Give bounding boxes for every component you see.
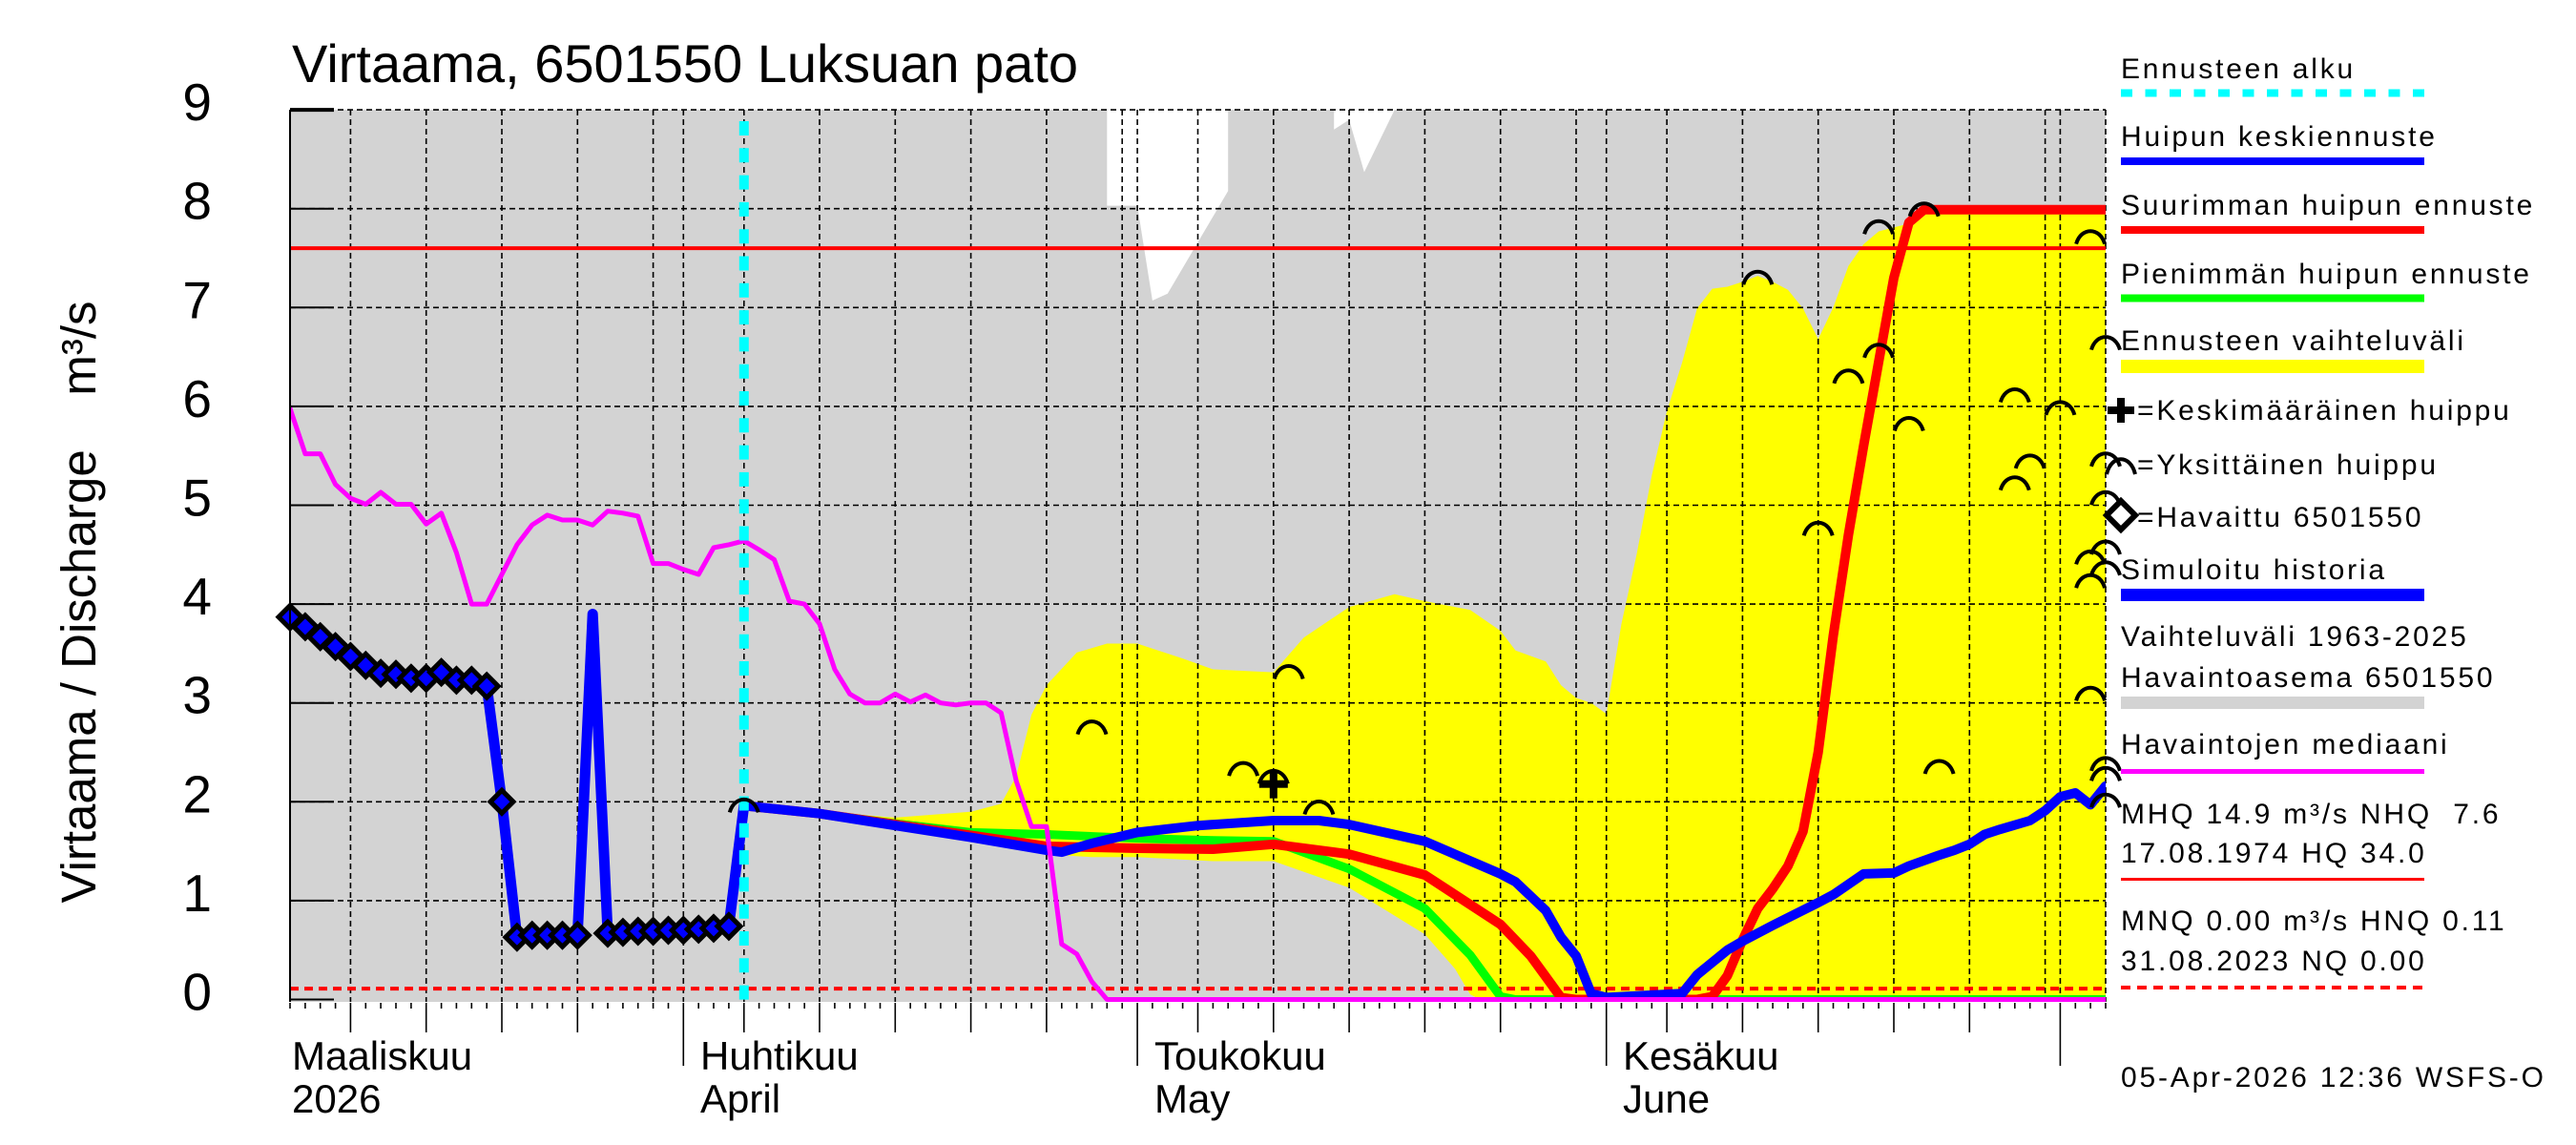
single-peak-arc-marker xyxy=(1862,219,1896,236)
legend-label-mean-peak-forecast: Huipun keskiennuste xyxy=(2121,121,2438,153)
x-month-label-fi: Maaliskuu xyxy=(292,1033,472,1078)
y-tick-label: 4 xyxy=(182,567,212,626)
x-month-label-en: April xyxy=(700,1076,780,1121)
observed-diamond-marker xyxy=(562,920,592,950)
single-peak-arc-marker xyxy=(2013,453,2046,469)
plus-icon xyxy=(2108,398,2134,423)
single-peak-arc-marker xyxy=(2089,792,2122,808)
single-peak-arc-marker xyxy=(1832,368,1865,385)
diamond-icon xyxy=(2102,496,2140,534)
single-peak-arc-marker xyxy=(1227,760,1260,777)
y-tick-label: 2 xyxy=(182,764,212,823)
single-peak-arc-marker xyxy=(2074,572,2108,589)
x-month-label-en: June xyxy=(1623,1076,1710,1121)
legend-label-historic-range: Vaihteluväli 1963-2025 xyxy=(2121,621,2469,653)
reference-lines xyxy=(290,246,2106,991)
legend-label-forecast-range: Ennusteen vaihteluväli xyxy=(2121,325,2466,357)
generated-timestamp: 05-Apr-2026 12:36 WSFS-O xyxy=(2121,1062,2546,1093)
observed-markers xyxy=(275,602,744,952)
x-month-label-en: May xyxy=(1154,1076,1230,1121)
y-tick-label: 0 xyxy=(182,963,212,1022)
series-line xyxy=(290,406,2106,1002)
single-peak-arc-marker xyxy=(2089,756,2122,772)
stat-mnq-hnq: MNQ 0.00 m³/s HNQ 0.11 xyxy=(2121,906,2506,937)
x-month-label-fi: Toukokuu xyxy=(1154,1033,1326,1078)
x-month-label-en: 2026 xyxy=(292,1076,381,1121)
single-peak-arc-marker xyxy=(1257,768,1290,785)
observed-diamond-marker xyxy=(471,671,502,701)
x-month-label-fi: Kesäkuu xyxy=(1623,1033,1778,1078)
flow-statistics: MHQ 14.9 m³/s NHQ 7.6 17.08.1974 HQ 34.0… xyxy=(2121,799,2506,989)
series-line xyxy=(738,781,2106,1002)
y-axis-title: Virtaama / Discharge m³/s xyxy=(52,301,106,903)
observed-diamond-marker xyxy=(714,911,744,942)
legend-label-historic-station: Havaintoasema 6501550 xyxy=(2121,662,2495,694)
stat-hq: 17.08.1974 HQ 34.0 xyxy=(2121,838,2427,869)
single-peak-arc-marker xyxy=(1998,475,2031,491)
y-tick-label: 9 xyxy=(182,73,212,132)
peak-markers xyxy=(727,201,2122,816)
single-peak-arc-marker xyxy=(1998,387,2031,404)
stat-mhq-nhq: MHQ 14.9 m³/s NHQ 7.6 xyxy=(2121,799,2501,830)
y-tick-label: 3 xyxy=(182,666,212,725)
legend: Ennusteen alku Huipun keskiennuste Suuri… xyxy=(2102,53,2535,774)
chart-title: Virtaama, 6501550 Luksuan pato xyxy=(292,33,1078,94)
x-axis-labels: Maaliskuu 2026 Huhtikuu April Toukokuu M… xyxy=(292,1033,1778,1121)
x-month-label-fi: Huhtikuu xyxy=(700,1033,859,1078)
stat-nq: 31.08.2023 NQ 0.00 xyxy=(2121,946,2427,977)
y-tick-label: 6 xyxy=(182,369,212,428)
legend-label-single-peak: =Yksittäinen huippu xyxy=(2137,449,2439,481)
single-peak-arc-marker xyxy=(2074,229,2108,245)
peak-arc-icon xyxy=(2105,457,2137,475)
single-peak-arc-marker xyxy=(2044,400,2077,416)
legend-label-observed: =Havaittu 6501550 xyxy=(2137,502,2423,533)
single-peak-arc-marker xyxy=(1801,520,1835,537)
single-peak-arc-marker xyxy=(2074,685,2108,702)
y-tick-label: 8 xyxy=(182,172,212,231)
single-peak-arc-marker xyxy=(1907,201,1941,218)
single-peak-arc-marker xyxy=(1075,719,1109,736)
legend-label-median: Havaintojen mediaani xyxy=(2121,729,2450,760)
y-tick-label: 7 xyxy=(182,270,212,329)
legend-label-min-peak-forecast: Pienimmän huipun ennuste xyxy=(2121,259,2532,290)
single-peak-arc-marker xyxy=(1272,664,1305,680)
single-peak-arc-marker xyxy=(2089,560,2122,576)
single-peak-arc-marker xyxy=(2089,451,2122,468)
single-peak-arc-marker xyxy=(1862,343,1896,359)
single-peak-arc-marker xyxy=(1892,416,1925,432)
legend-label-simulated-history: Simuloitu historia xyxy=(2121,554,2387,586)
single-peak-arc-marker xyxy=(727,797,760,814)
single-peak-arc-marker xyxy=(1741,269,1775,285)
single-peak-arc-marker xyxy=(1302,800,1336,816)
y-tick-label: 5 xyxy=(182,468,212,528)
single-peak-arc-marker xyxy=(1922,759,1956,775)
plot-area xyxy=(275,108,2122,1066)
legend-label-max-peak-forecast: Suurimman huipun ennuste xyxy=(2121,190,2535,221)
legend-label-mean-peak: =Keskimääräinen huippu xyxy=(2137,395,2512,427)
axes xyxy=(289,108,2107,1066)
mean-peak-plus-marker xyxy=(1269,771,1278,799)
y-tick-label: 1 xyxy=(182,864,212,923)
plus-icon-bar xyxy=(2117,398,2125,423)
single-peak-arc-marker xyxy=(2089,765,2122,782)
legend-label-forecast-start: Ennusteen alku xyxy=(2121,53,2356,85)
single-peak-arc-marker xyxy=(2089,335,2122,351)
single-peak-arc-marker xyxy=(2089,539,2122,555)
observed-diamond-marker xyxy=(487,786,517,817)
y-tick-labels: 0 1 2 3 4 5 6 7 8 9 xyxy=(182,73,212,1021)
